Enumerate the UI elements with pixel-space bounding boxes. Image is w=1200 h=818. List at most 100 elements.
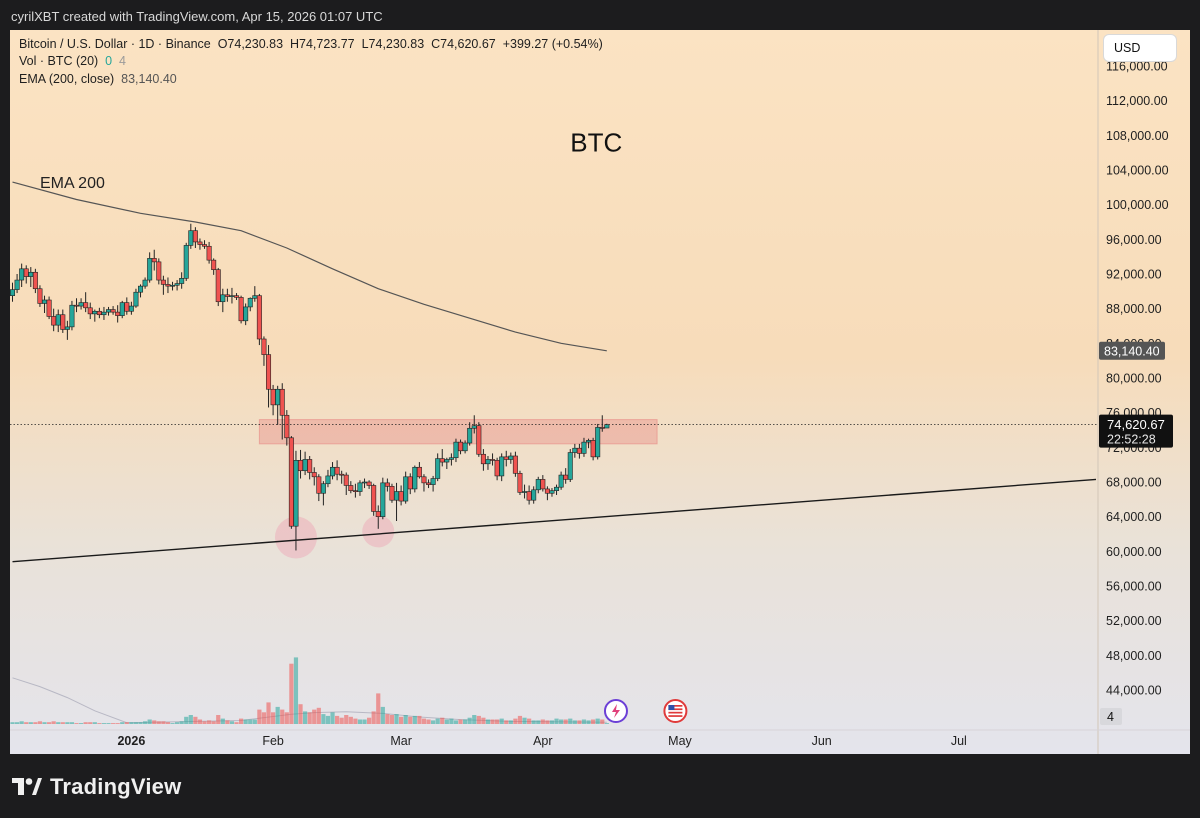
- candle[interactable]: [416, 462, 422, 479]
- candle[interactable]: [412, 465, 418, 493]
- candle[interactable]: [540, 475, 546, 492]
- candle[interactable]: [115, 305, 121, 323]
- us-flag-icon[interactable]: [663, 699, 688, 723]
- candle[interactable]: [51, 308, 57, 332]
- candle[interactable]: [37, 285, 43, 307]
- candle[interactable]: [96, 307, 102, 319]
- candle[interactable]: [174, 280, 180, 291]
- candle[interactable]: [23, 265, 29, 284]
- support-test-circle[interactable]: [362, 515, 395, 548]
- candle[interactable]: [554, 484, 560, 495]
- candle[interactable]: [403, 471, 409, 504]
- candle[interactable]: [503, 450, 509, 467]
- candle[interactable]: [448, 453, 454, 466]
- candle[interactable]: [147, 252, 153, 283]
- candle[interactable]: [275, 385, 281, 425]
- candle[interactable]: [133, 288, 139, 308]
- candle[interactable]: [535, 476, 541, 494]
- candle[interactable]: [467, 422, 473, 446]
- candle[interactable]: [83, 292, 89, 313]
- candle[interactable]: [252, 286, 258, 302]
- candle[interactable]: [101, 306, 107, 320]
- candle[interactable]: [490, 453, 496, 466]
- candle[interactable]: [302, 451, 308, 476]
- candle[interactable]: [421, 474, 427, 492]
- candle[interactable]: [508, 452, 514, 464]
- candle[interactable]: [206, 241, 212, 264]
- candle[interactable]: [595, 423, 601, 460]
- candle[interactable]: [307, 456, 313, 480]
- candle[interactable]: [330, 462, 336, 480]
- candle[interactable]: [19, 263, 25, 287]
- candle[interactable]: [357, 480, 363, 496]
- candle[interactable]: [334, 460, 340, 481]
- candle[interactable]: [462, 440, 468, 454]
- candle[interactable]: [320, 481, 326, 506]
- candle[interactable]: [343, 472, 349, 495]
- candle[interactable]: [270, 384, 276, 416]
- chart-canvas[interactable]: 116,000.00 112,000.00 108,000.00 104,000.00…: [10, 30, 1190, 754]
- candle[interactable]: [558, 471, 564, 490]
- candle[interactable]: [92, 309, 98, 322]
- candle[interactable]: [371, 483, 377, 516]
- candle[interactable]: [243, 303, 249, 326]
- tradingview-logo[interactable]: TradingView: [12, 774, 181, 800]
- candle[interactable]: [480, 449, 486, 471]
- candle[interactable]: [362, 478, 368, 489]
- candle[interactable]: [531, 486, 537, 504]
- candle[interactable]: [197, 238, 203, 250]
- candle[interactable]: [485, 456, 491, 470]
- candle[interactable]: [183, 242, 189, 281]
- candle[interactable]: [128, 301, 134, 315]
- candle[interactable]: [220, 288, 226, 313]
- candle[interactable]: [494, 457, 500, 481]
- candle[interactable]: [572, 443, 578, 458]
- candle[interactable]: [256, 293, 262, 346]
- candle[interactable]: [444, 457, 450, 469]
- candle[interactable]: [476, 422, 482, 457]
- candle[interactable]: [576, 443, 582, 459]
- candle[interactable]: [10, 282, 16, 302]
- candle[interactable]: [339, 470, 345, 484]
- candle[interactable]: [512, 451, 518, 477]
- candle[interactable]: [517, 470, 523, 495]
- candle[interactable]: [78, 298, 84, 310]
- ema200-line[interactable]: [12, 181, 607, 352]
- candle[interactable]: [74, 298, 80, 313]
- candle[interactable]: [284, 410, 290, 446]
- candle[interactable]: [293, 450, 299, 551]
- candle[interactable]: [234, 293, 240, 300]
- candle[interactable]: [151, 249, 157, 271]
- candle[interactable]: [156, 258, 162, 285]
- candle[interactable]: [604, 423, 610, 429]
- candle[interactable]: [522, 484, 528, 499]
- candle[interactable]: [229, 287, 235, 304]
- candle[interactable]: [247, 297, 253, 312]
- candle[interactable]: [179, 272, 185, 289]
- candle[interactable]: [32, 268, 38, 294]
- candle[interactable]: [549, 488, 555, 497]
- candle[interactable]: [224, 288, 230, 302]
- candle[interactable]: [165, 277, 171, 294]
- candle[interactable]: [261, 336, 267, 366]
- candle[interactable]: [567, 449, 573, 482]
- candle[interactable]: [394, 482, 400, 521]
- candle[interactable]: [435, 453, 441, 482]
- chart-frame[interactable]: 116,000.00 112,000.00 108,000.00 104,000.00…: [10, 30, 1190, 754]
- candle[interactable]: [352, 483, 358, 498]
- candle[interactable]: [55, 309, 61, 333]
- candle[interactable]: [590, 437, 596, 461]
- currency-selector[interactable]: USD: [1104, 35, 1176, 61]
- candle[interactable]: [311, 467, 317, 486]
- candle[interactable]: [119, 300, 125, 319]
- candle[interactable]: [266, 345, 272, 408]
- candle[interactable]: [398, 485, 404, 506]
- candle[interactable]: [407, 473, 413, 495]
- candle[interactable]: [14, 274, 20, 294]
- candle[interactable]: [188, 223, 194, 249]
- candle[interactable]: [211, 258, 217, 275]
- candle[interactable]: [499, 453, 505, 482]
- candle[interactable]: [64, 320, 70, 340]
- candle[interactable]: [348, 481, 354, 494]
- candle[interactable]: [439, 449, 445, 467]
